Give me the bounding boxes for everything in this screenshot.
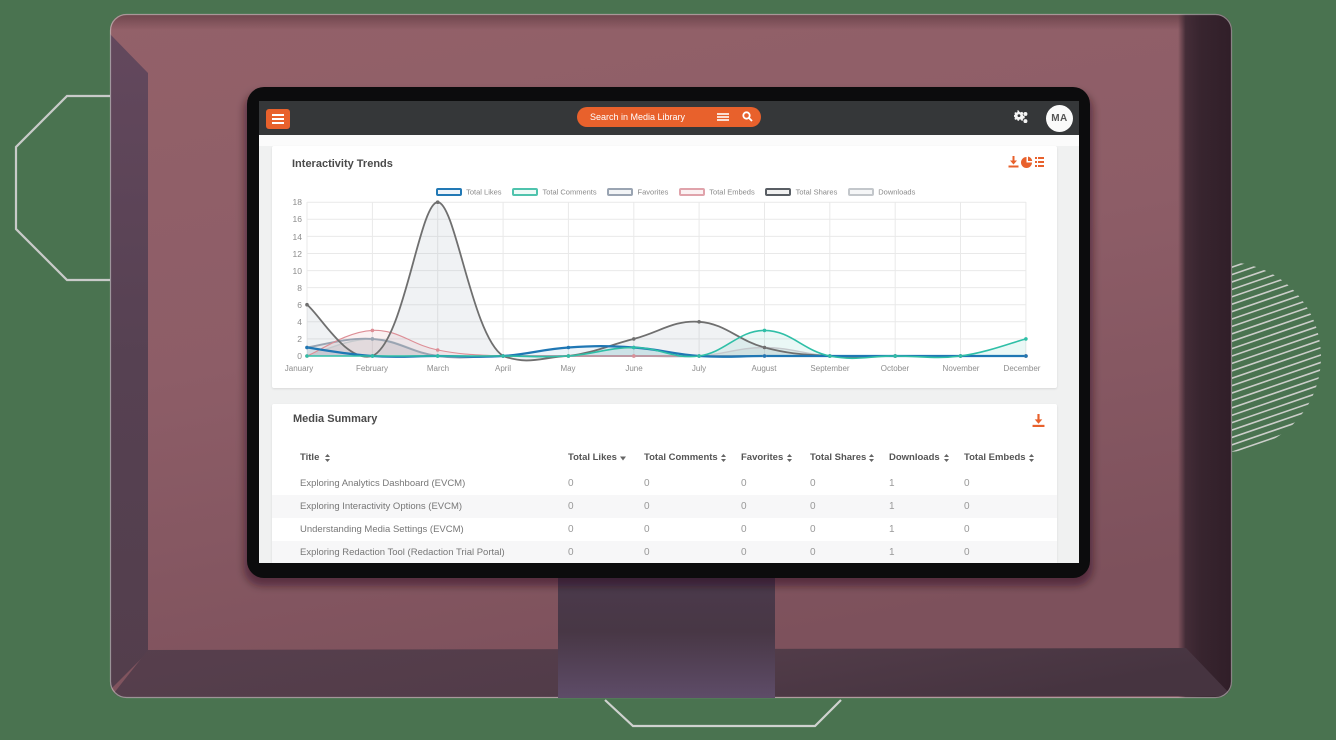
svg-text:May: May [560, 364, 575, 373]
svg-text:6: 6 [297, 300, 302, 310]
svg-text:April: April [495, 364, 511, 373]
svg-text:September: September [810, 364, 849, 373]
svg-text:December: December [1004, 364, 1041, 373]
svg-text:June: June [625, 364, 643, 373]
svg-text:August: August [752, 364, 778, 373]
svg-text:0: 0 [297, 351, 302, 361]
svg-text:November: November [943, 364, 980, 373]
svg-text:10: 10 [293, 266, 303, 276]
svg-text:January: January [285, 364, 313, 373]
svg-text:8: 8 [297, 283, 302, 293]
svg-text:2: 2 [297, 334, 302, 344]
svg-text:18: 18 [293, 197, 303, 207]
svg-text:4: 4 [297, 317, 302, 327]
svg-text:14: 14 [293, 232, 303, 242]
svg-text:March: March [427, 364, 449, 373]
svg-text:February: February [356, 364, 388, 373]
svg-text:12: 12 [293, 249, 303, 259]
svg-text:16: 16 [293, 214, 303, 224]
svg-text:July: July [692, 364, 706, 373]
svg-text:October: October [881, 364, 910, 373]
